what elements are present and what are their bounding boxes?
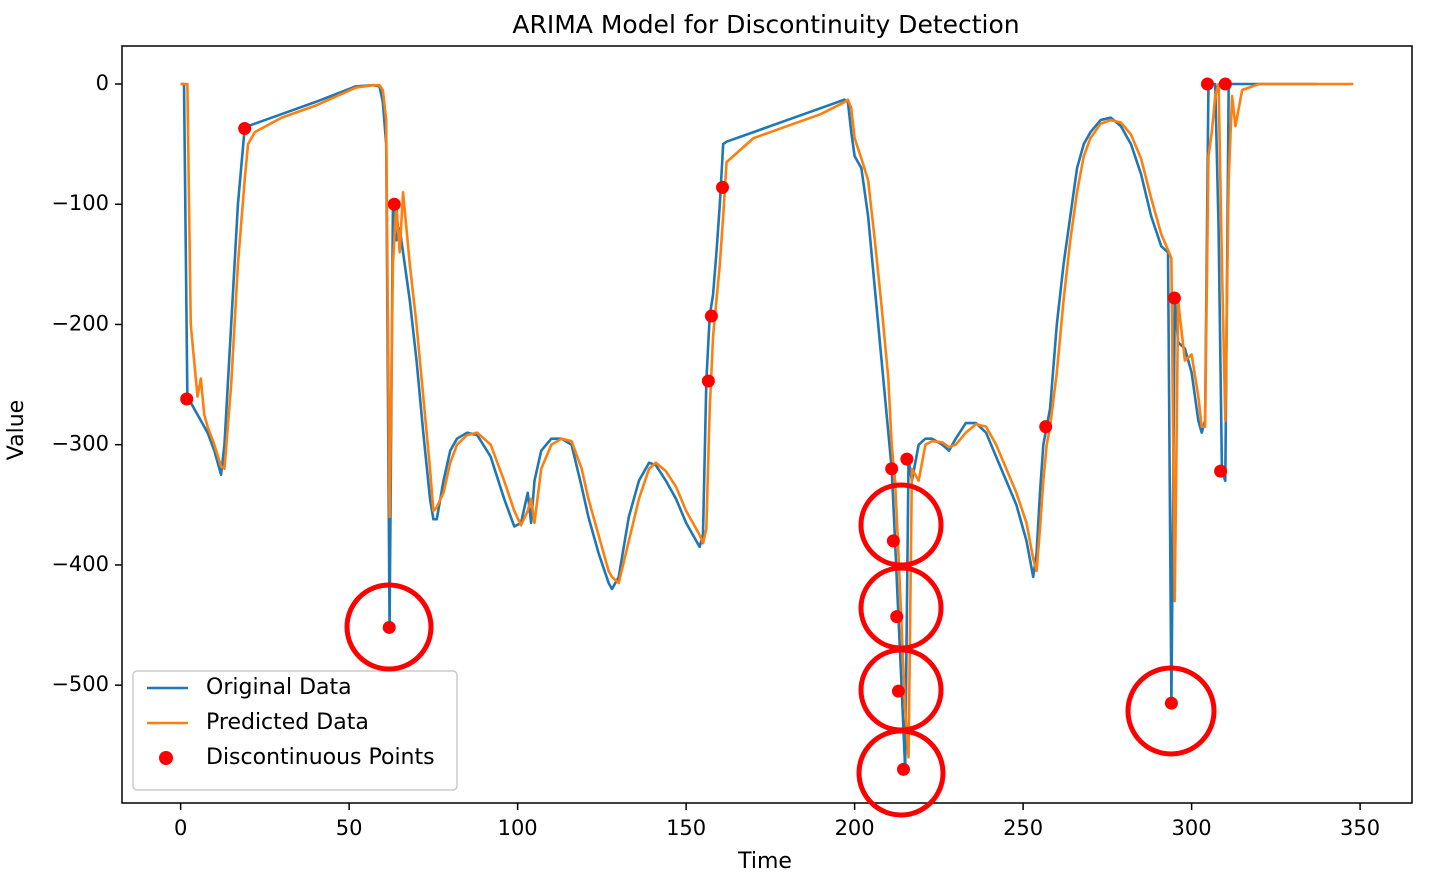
scatter-point xyxy=(1214,464,1228,478)
scatter-point xyxy=(716,180,730,194)
plot-area xyxy=(180,77,1354,776)
x-tick-label: 50 xyxy=(336,816,363,840)
y-axis-label: Value xyxy=(4,400,29,460)
scatter-point xyxy=(1218,77,1232,91)
scatter-point xyxy=(886,534,900,548)
x-tick-label: 250 xyxy=(1003,816,1043,840)
x-tick-label: 350 xyxy=(1340,816,1380,840)
y-tick-label: −100 xyxy=(51,191,109,215)
annotation-ring xyxy=(344,582,434,672)
y-tick-label: −300 xyxy=(51,432,109,456)
axes-frame xyxy=(121,45,1413,804)
scatter-point xyxy=(891,684,905,698)
scatter-point xyxy=(382,620,396,634)
legend-label: Discontinuous Points xyxy=(206,745,435,770)
annotation-ring xyxy=(858,482,944,568)
annotation-ring xyxy=(1125,665,1217,757)
x-tick-label: 200 xyxy=(835,816,875,840)
scatter-point xyxy=(387,197,401,211)
y-tick-label: −400 xyxy=(51,552,109,576)
x-tick-label: 0 xyxy=(174,816,187,840)
x-tick-label: 150 xyxy=(666,816,706,840)
y-tick-label: 0 xyxy=(96,71,109,95)
scatter-point xyxy=(1164,696,1178,710)
annotation-ring xyxy=(856,728,946,818)
scatter-point xyxy=(180,392,194,406)
x-tick-label: 300 xyxy=(1172,816,1212,840)
scatter-point xyxy=(890,610,904,624)
scatter-point xyxy=(1167,291,1181,305)
chart-title: ARIMA Model for Discontinuity Detection xyxy=(512,10,1019,39)
legend-label: Original Data xyxy=(206,675,352,700)
legend-label: Predicted Data xyxy=(206,710,369,735)
scatter-point xyxy=(238,121,252,135)
legend-swatch xyxy=(159,751,173,765)
scatter-point xyxy=(900,452,914,466)
legend: Original Data Predicted Data Discontinuous… xyxy=(132,670,458,791)
scatter-point xyxy=(701,374,715,388)
scatter-point xyxy=(896,762,910,776)
x-axis-label: Time xyxy=(737,849,792,874)
y-tick-label: −200 xyxy=(51,311,109,335)
scatter-point xyxy=(1200,77,1214,91)
series-line xyxy=(180,82,1354,759)
scatter-point xyxy=(704,309,718,323)
scatter-point xyxy=(1039,420,1053,434)
y-tick-label: −500 xyxy=(51,672,109,696)
x-tick-label: 100 xyxy=(498,816,538,840)
annotation-rings xyxy=(344,482,1217,818)
legend-box xyxy=(132,670,458,791)
scatter-point xyxy=(885,462,899,476)
